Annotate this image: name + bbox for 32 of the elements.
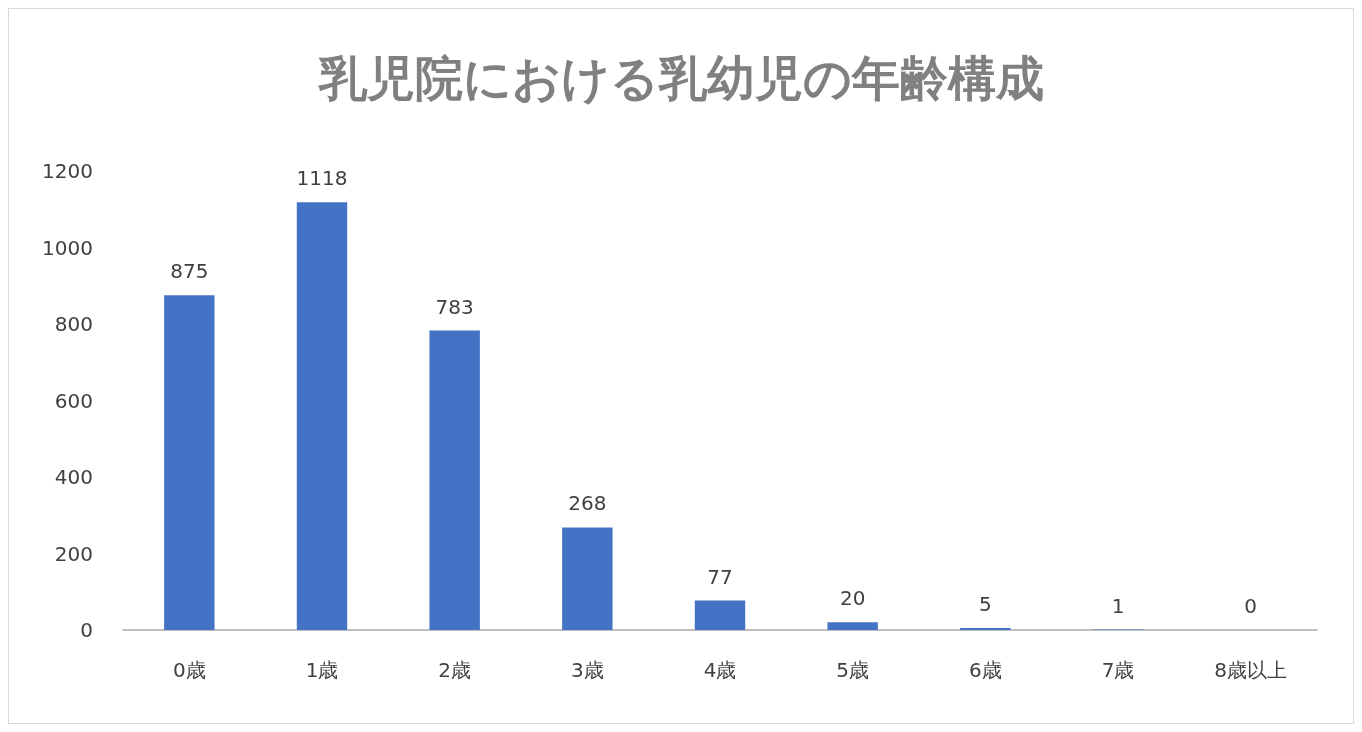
data-label: 20 bbox=[839, 586, 866, 611]
data-label: 1 bbox=[1111, 593, 1125, 618]
x-tick-label: 8歳以上 bbox=[1214, 658, 1288, 682]
y-tick-label: 1000 bbox=[42, 235, 93, 260]
y-tick-label: 400 bbox=[54, 465, 93, 489]
x-tick-label: 0歳 bbox=[172, 658, 206, 682]
x-tick-label: 7歳 bbox=[1101, 658, 1135, 682]
y-tick-label: 0 bbox=[80, 618, 93, 642]
bar bbox=[164, 295, 215, 630]
x-tick-label: 4歳 bbox=[703, 658, 737, 682]
data-label: 77 bbox=[707, 564, 733, 589]
bar bbox=[429, 330, 480, 630]
y-tick-label: 600 bbox=[54, 388, 93, 413]
data-label: 1118 bbox=[296, 166, 348, 191]
data-label: 783 bbox=[435, 294, 474, 319]
x-tick-label: 3歳 bbox=[570, 658, 604, 682]
data-label: 5 bbox=[978, 592, 992, 617]
data-label: 875 bbox=[170, 259, 209, 284]
x-tick-label: 5歳 bbox=[836, 658, 870, 682]
y-tick-label: 1200 bbox=[42, 159, 93, 183]
x-tick-label: 2歳 bbox=[438, 658, 472, 682]
bar bbox=[827, 622, 878, 630]
y-tick-label: 200 bbox=[54, 541, 93, 566]
x-tick-label: 1歳 bbox=[305, 658, 339, 682]
y-tick-label: 800 bbox=[54, 312, 93, 336]
bar bbox=[296, 202, 348, 630]
data-label: 0 bbox=[1244, 594, 1258, 618]
data-label: 268 bbox=[568, 491, 607, 516]
chart-title: 乳児院における乳幼児の年齢構成 bbox=[316, 50, 1044, 106]
x-tick-label: 6歳 bbox=[968, 658, 1002, 682]
bar bbox=[562, 527, 613, 630]
bar bbox=[694, 600, 746, 630]
